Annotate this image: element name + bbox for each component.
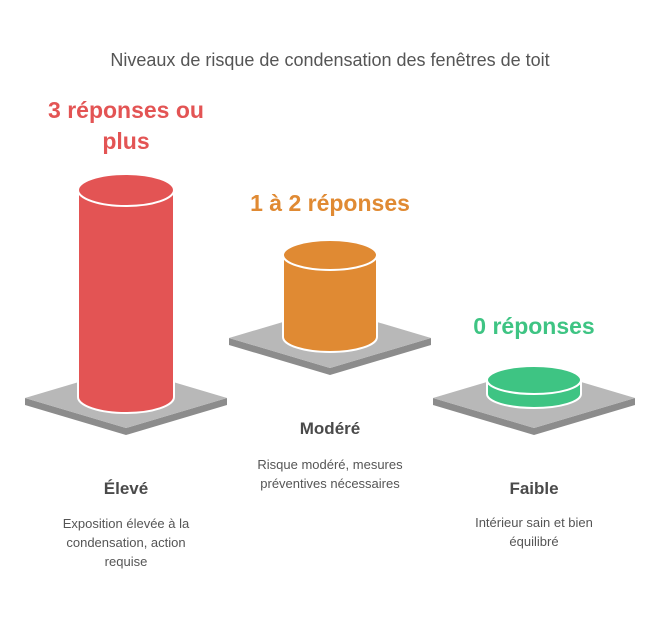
moderate-risk-cylinder: [282, 239, 378, 353]
high-risk-count: 3 réponses ou plus: [48, 97, 204, 154]
high-risk-cylinder: [77, 173, 175, 414]
high-risk-base-side: [25, 398, 227, 435]
moderate-risk-base-side: [229, 338, 431, 375]
high-risk-label: Élevé: [103, 479, 149, 498]
moderate-risk-description: Risque modéré, mesures préventives néces…: [257, 457, 403, 491]
moderate-risk-cylinder-group: [229, 239, 431, 375]
moderate-risk-count: 1 à 2 réponses: [250, 190, 410, 216]
moderate-risk-label: Modéré: [299, 419, 361, 438]
high-risk-description: Exposition élevée à la condensation, act…: [62, 516, 190, 569]
low-risk-cylinder: [486, 365, 582, 409]
diagram-title: Niveaux de risque de condensation des fe…: [110, 50, 550, 70]
high-risk-cylinder-group: [25, 173, 227, 435]
low-risk-label: Faible: [509, 479, 559, 498]
low-risk-description: Intérieur sain et bien équilibré: [475, 515, 593, 549]
low-risk-count: 0 réponses: [473, 313, 595, 339]
low-risk-base-side: [433, 398, 635, 435]
low-risk-cylinder-group: [433, 365, 635, 435]
